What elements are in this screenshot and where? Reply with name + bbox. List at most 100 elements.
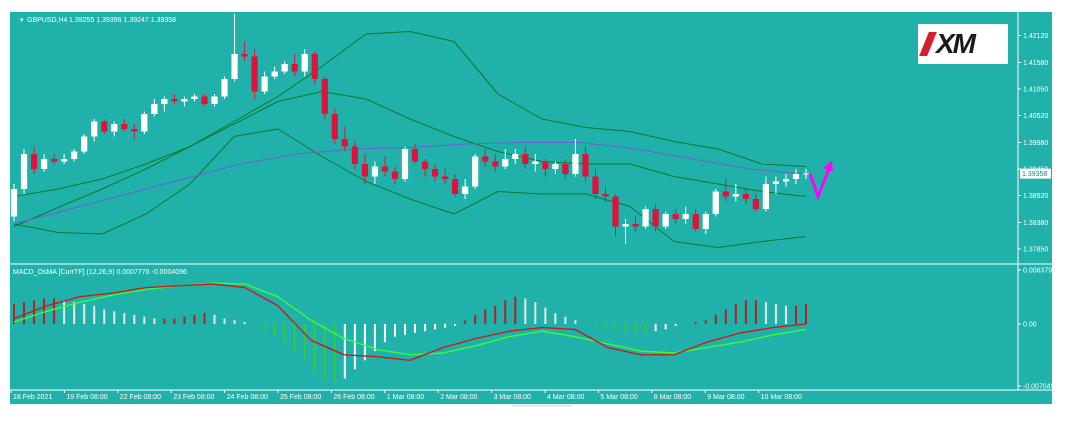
bear-candle	[331, 114, 338, 139]
bull-candle	[61, 159, 68, 162]
indicator-tick-label: -0.007049	[1023, 384, 1052, 391]
xm-logo: XM	[918, 24, 1008, 64]
time-tick-label: 25 Feb 08:00	[280, 394, 321, 401]
time-tick-label: 22 Feb 08:00	[120, 394, 161, 401]
bear-candle	[321, 79, 328, 114]
bull-candle	[161, 99, 168, 104]
current-price-label: 1.39358	[1022, 171, 1047, 178]
bull-candle	[702, 214, 709, 229]
price-tick-label: 1.40520	[1023, 113, 1048, 120]
bull-candle	[141, 114, 148, 132]
bull-candle	[191, 96, 198, 99]
bull-candle	[181, 99, 188, 102]
time-tick-label: 9 Mar 08:00	[707, 394, 744, 401]
time-tick-label: 8 Mar 08:00	[654, 394, 691, 401]
bear-candle	[492, 161, 499, 167]
bull-candle	[401, 149, 409, 179]
bull-candle	[572, 154, 579, 174]
scrollbar-thumb[interactable]	[512, 404, 572, 407]
bull-candle	[231, 54, 238, 79]
forecast-arrow-line	[808, 165, 832, 201]
bull-candle	[81, 136, 88, 152]
bull-candle	[732, 194, 739, 197]
bear-candle	[391, 171, 399, 179]
time-tick-label: 3 Mar 08:00	[494, 394, 531, 401]
bull-candle	[532, 161, 539, 164]
price-chart-svg[interactable]: 1.421201.415801.410501.405201.399801.394…	[10, 12, 1052, 404]
bear-candle	[592, 176, 599, 194]
bear-candle	[612, 196, 619, 227]
bear-candle	[30, 154, 38, 169]
bull-candle	[151, 104, 158, 114]
price-tick-label: 1.39980	[1023, 140, 1048, 147]
bull-candle	[111, 124, 118, 132]
indicator-tick-label: 0.00	[1023, 321, 1037, 328]
time-tick-label: 4 Mar 08:00	[547, 394, 584, 401]
bull-candle	[462, 186, 469, 194]
bull-candle	[271, 71, 278, 77]
price-tick-label: 1.38920	[1023, 193, 1048, 200]
bull-candle	[712, 191, 719, 214]
bollinger-lower-line	[13, 128, 807, 248]
moving-average-line	[13, 142, 807, 225]
bull-candle	[261, 76, 268, 92]
bear-candle	[692, 214, 699, 229]
bear-candle	[562, 164, 569, 174]
bear-candle	[381, 166, 389, 172]
symbol-dropdown-icon[interactable]: ▾	[20, 17, 24, 24]
bear-candle	[421, 161, 429, 169]
logo-slash-mark	[919, 32, 937, 56]
bull-candle	[71, 151, 78, 159]
bear-candle	[171, 99, 178, 102]
bollinger-upper-line	[13, 31, 807, 227]
bear-candle	[311, 54, 318, 79]
bear-candle	[241, 54, 248, 57]
bear-candle	[201, 96, 208, 104]
bull-candle	[301, 54, 308, 72]
bear-candle	[652, 209, 659, 227]
time-tick-label: 24 Feb 08:00	[227, 394, 268, 401]
bottom-strip	[0, 404, 1067, 422]
bear-candle	[361, 164, 368, 177]
bull-candle	[40, 159, 48, 169]
bear-candle	[582, 154, 589, 177]
bull-candle	[502, 159, 509, 167]
bollinger-bands	[13, 31, 807, 248]
bear-candle	[291, 64, 298, 72]
bull-candle	[371, 166, 379, 177]
price-tick-label: 1.38380	[1023, 220, 1048, 227]
bear-candle	[341, 139, 348, 147]
bear-candle	[522, 154, 529, 164]
time-tick-label: 2 Mar 08:00	[440, 394, 477, 401]
bear-candle	[632, 224, 639, 227]
bear-candle	[411, 149, 419, 162]
bull-candle	[762, 184, 770, 209]
chart-window[interactable]: 1.421201.415801.410501.405201.399801.394…	[10, 12, 1052, 404]
bear-candle	[482, 156, 489, 162]
current-price-tag	[1020, 168, 1051, 179]
forecast-arrow	[808, 160, 833, 201]
bull-candle	[642, 209, 649, 227]
bear-candle	[131, 129, 138, 132]
moving-average	[13, 142, 807, 225]
bull-candle	[20, 154, 28, 189]
candles	[10, 14, 810, 244]
bear-candle	[441, 176, 449, 179]
bear-candle	[602, 194, 609, 197]
time-tick-label: 10 Mar 08:00	[761, 394, 802, 401]
bear-candle	[101, 121, 108, 132]
bull-candle	[211, 96, 218, 104]
bull-candle	[221, 79, 228, 97]
bull-candle	[802, 173, 810, 175]
bollinger-middle-line	[13, 91, 807, 197]
bear-candle	[742, 194, 749, 199]
price-axis: 1.421201.415801.410501.405201.399801.394…	[1018, 33, 1051, 254]
bull-candle	[682, 214, 689, 219]
bull-candle	[772, 181, 780, 184]
time-tick-label: 23 Feb 08:00	[173, 394, 214, 401]
bear-candle	[452, 179, 459, 194]
time-tick-label: 1 Mar 08:00	[387, 394, 424, 401]
macd-signal-line	[13, 282, 807, 356]
ohlc-readout: 1.39255 1.39396 1.39247 1.39358	[69, 17, 176, 24]
